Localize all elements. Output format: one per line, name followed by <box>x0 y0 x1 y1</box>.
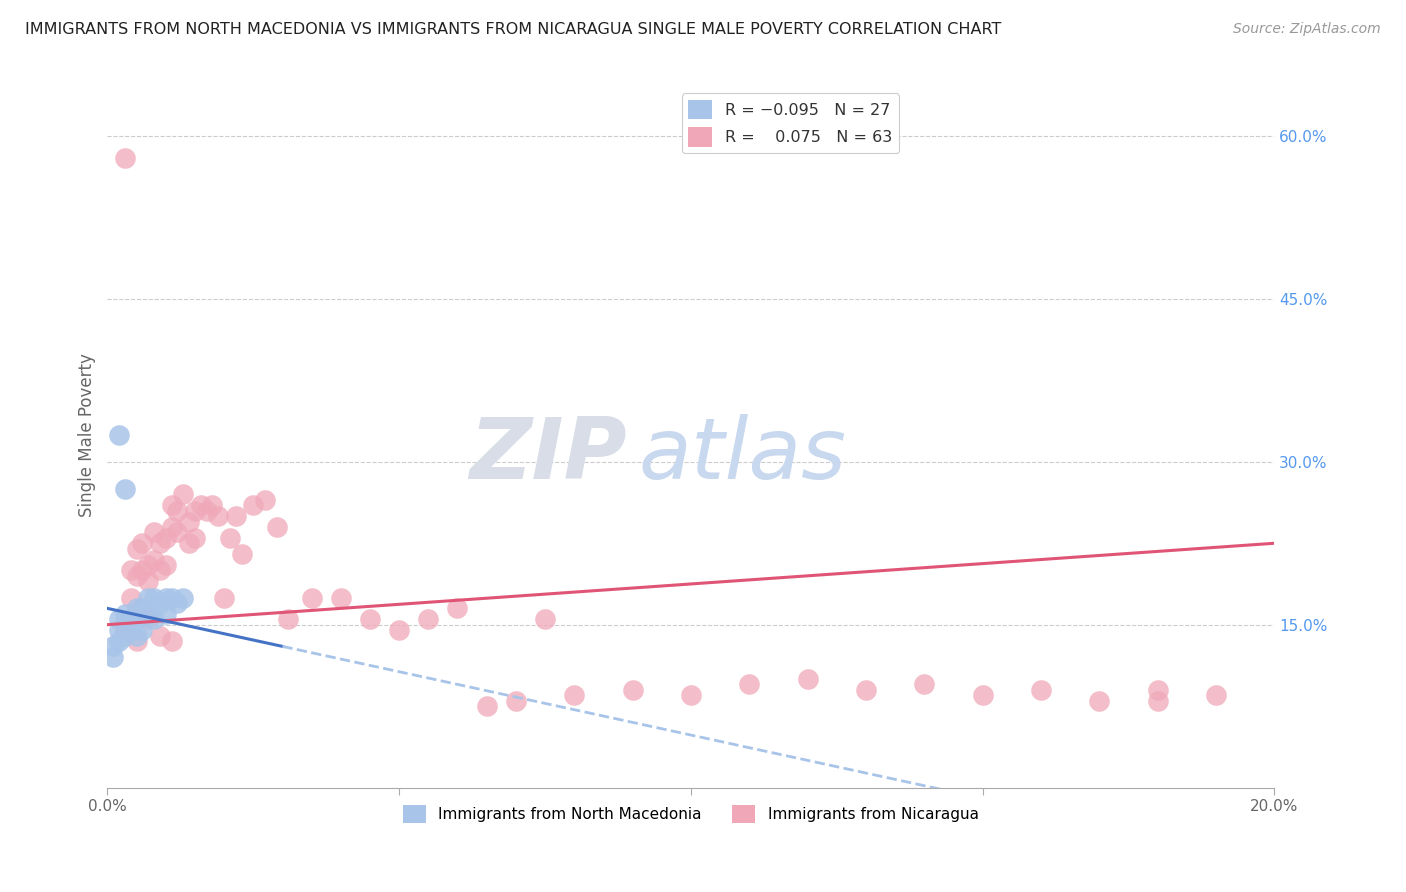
Point <box>149 536 172 550</box>
Point <box>143 552 166 566</box>
Point <box>266 520 288 534</box>
Point <box>125 541 148 556</box>
Point <box>155 531 177 545</box>
Point <box>136 607 159 621</box>
Point <box>149 628 172 642</box>
Point <box>184 504 207 518</box>
Point <box>177 515 200 529</box>
Point <box>131 623 153 637</box>
Point <box>231 547 253 561</box>
Point <box>166 504 188 518</box>
Point <box>143 591 166 605</box>
Point <box>190 498 212 512</box>
Point <box>219 531 242 545</box>
Point <box>136 558 159 572</box>
Point <box>207 509 229 524</box>
Point <box>131 536 153 550</box>
Text: Source: ZipAtlas.com: Source: ZipAtlas.com <box>1233 22 1381 37</box>
Point <box>160 498 183 512</box>
Point <box>277 612 299 626</box>
Point <box>160 634 183 648</box>
Point <box>125 569 148 583</box>
Point <box>120 623 142 637</box>
Point <box>160 520 183 534</box>
Point <box>108 623 131 637</box>
Point <box>184 531 207 545</box>
Point <box>212 591 235 605</box>
Point <box>301 591 323 605</box>
Point <box>679 688 702 702</box>
Point <box>103 640 125 654</box>
Point <box>131 601 153 615</box>
Legend: Immigrants from North Macedonia, Immigrants from Nicaragua: Immigrants from North Macedonia, Immigra… <box>396 798 984 830</box>
Point <box>621 682 644 697</box>
Point <box>114 628 136 642</box>
Point <box>114 623 136 637</box>
Point <box>912 677 935 691</box>
Point <box>388 623 411 637</box>
Point <box>1146 693 1168 707</box>
Y-axis label: Single Male Poverty: Single Male Poverty <box>79 352 96 516</box>
Point <box>201 498 224 512</box>
Point <box>108 634 131 648</box>
Point <box>242 498 264 512</box>
Point <box>114 482 136 496</box>
Point <box>172 591 194 605</box>
Point <box>125 634 148 648</box>
Point <box>172 487 194 501</box>
Point <box>855 682 877 697</box>
Point <box>1146 682 1168 697</box>
Point <box>149 596 172 610</box>
Point <box>253 492 276 507</box>
Point <box>114 151 136 165</box>
Point <box>329 591 352 605</box>
Point <box>505 693 527 707</box>
Point <box>359 612 381 626</box>
Point <box>143 612 166 626</box>
Point <box>103 650 125 665</box>
Point <box>143 525 166 540</box>
Text: ZIP: ZIP <box>470 415 627 498</box>
Point <box>120 563 142 577</box>
Point <box>225 509 247 524</box>
Point <box>114 617 136 632</box>
Point <box>177 536 200 550</box>
Point <box>149 563 172 577</box>
Point <box>136 612 159 626</box>
Point <box>972 688 994 702</box>
Text: atlas: atlas <box>638 415 846 498</box>
Point <box>108 427 131 442</box>
Point <box>155 591 177 605</box>
Point <box>1029 682 1052 697</box>
Point <box>738 677 761 691</box>
Point <box>114 607 136 621</box>
Point <box>534 612 557 626</box>
Point <box>796 672 818 686</box>
Point <box>155 607 177 621</box>
Point <box>160 591 183 605</box>
Point <box>120 612 142 626</box>
Point <box>166 596 188 610</box>
Point <box>131 563 153 577</box>
Point <box>136 574 159 589</box>
Point <box>155 558 177 572</box>
Point <box>125 628 148 642</box>
Point <box>166 525 188 540</box>
Point <box>120 591 142 605</box>
Point <box>1088 693 1111 707</box>
Point <box>108 612 131 626</box>
Point <box>418 612 440 626</box>
Point <box>125 601 148 615</box>
Point <box>475 699 498 714</box>
Point <box>195 504 218 518</box>
Point <box>1205 688 1227 702</box>
Point <box>136 591 159 605</box>
Text: IMMIGRANTS FROM NORTH MACEDONIA VS IMMIGRANTS FROM NICARAGUA SINGLE MALE POVERTY: IMMIGRANTS FROM NORTH MACEDONIA VS IMMIG… <box>25 22 1001 37</box>
Point <box>125 612 148 626</box>
Point <box>562 688 585 702</box>
Point <box>446 601 468 615</box>
